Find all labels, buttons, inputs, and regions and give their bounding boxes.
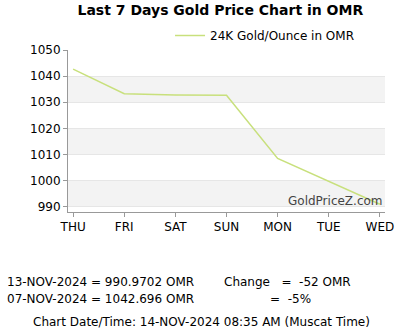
svg-text:MON: MON [263, 220, 292, 234]
svg-text:1010: 1010 [30, 148, 61, 162]
svg-text:GoldPriceZ.com: GoldPriceZ.com [288, 194, 383, 208]
svg-text:1000: 1000 [30, 174, 61, 188]
svg-text:Last 7 Days Gold Price Chart i: Last 7 Days Gold Price Chart in OMR [78, 2, 364, 18]
svg-text:SAT: SAT [164, 220, 187, 234]
svg-text:Chart Date/Time: 14-NOV-2024 0: Chart Date/Time: 14-NOV-2024 08:35 AM (M… [33, 315, 370, 329]
svg-text:1050: 1050 [30, 43, 61, 57]
svg-text:13-NOV-2024 = 990.9702 OMR: 13-NOV-2024 = 990.9702 OMR [7, 275, 194, 289]
svg-text:990: 990 [38, 200, 61, 214]
svg-text:07-NOV-2024 = 1042.696 OMR: 07-NOV-2024 = 1042.696 OMR [7, 292, 194, 306]
svg-text:1030: 1030 [30, 95, 61, 109]
svg-text:WED: WED [366, 220, 395, 234]
svg-text:24K Gold/Ounce in OMR: 24K Gold/Ounce in OMR [210, 29, 354, 43]
svg-text:THU: THU [60, 220, 86, 234]
svg-text:1040: 1040 [30, 69, 61, 83]
svg-text:1020: 1020 [30, 122, 61, 136]
svg-text:TUE: TUE [316, 220, 341, 234]
svg-text:FRI: FRI [115, 220, 134, 234]
svg-text:Change = -52 OMR: Change = -52 OMR [224, 275, 351, 289]
svg-text:= -5%: = -5% [270, 292, 311, 306]
svg-text:SUN: SUN [214, 220, 239, 234]
